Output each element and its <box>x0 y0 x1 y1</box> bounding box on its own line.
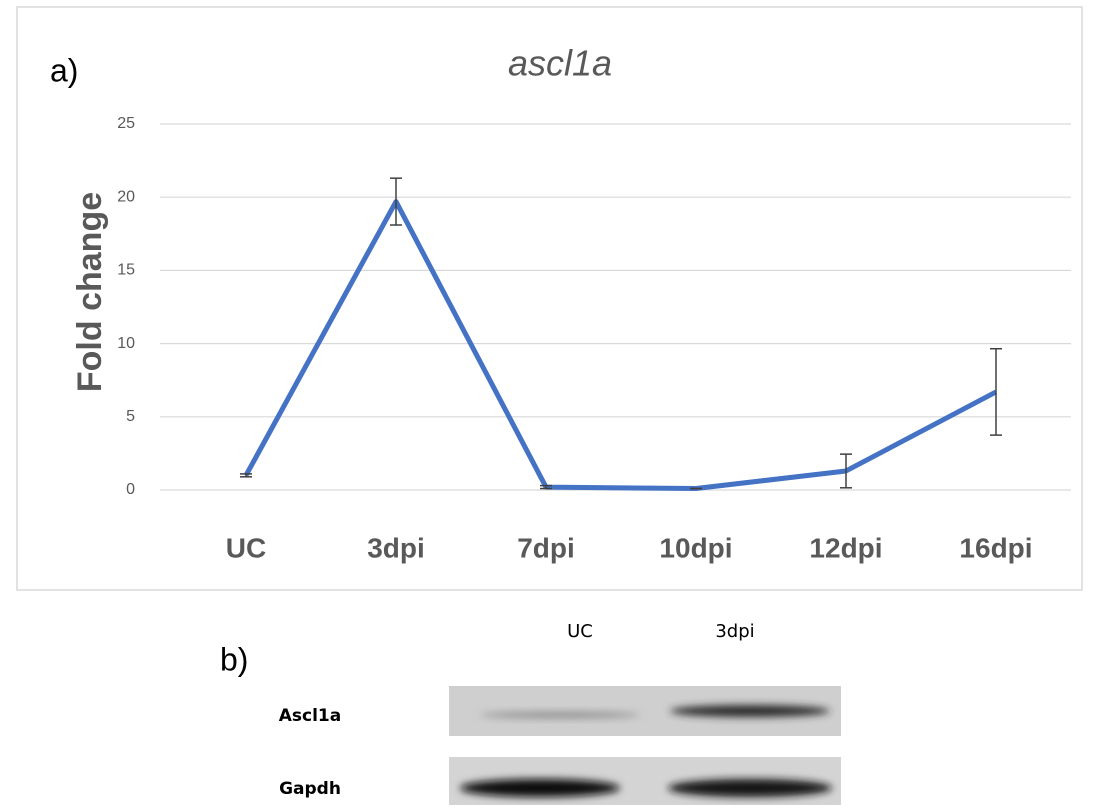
figure: a) ascl1a Fold change 0 5 10 15 20 25 UC 3dpi 7d… <box>0 0 1098 805</box>
y-tick-label: 25 <box>117 115 135 132</box>
x-tick-label: UC <box>226 532 266 563</box>
x-tick-label: 16dpi <box>959 532 1032 563</box>
chart-title: ascl1a <box>508 43 612 84</box>
lane-label: 3dpi <box>715 621 754 642</box>
lane-label: UC <box>567 621 593 642</box>
y-tick-label: 20 <box>117 188 135 205</box>
y-axis-label: Fold change <box>71 192 109 392</box>
row-label: Gapdh <box>279 779 341 799</box>
panel-label: a) <box>50 52 78 88</box>
x-tick-label: 12dpi <box>809 532 882 563</box>
y-tick-label: 10 <box>117 335 135 352</box>
y-tick-label: 15 <box>117 262 135 279</box>
x-tick-label: 10dpi <box>659 532 732 563</box>
y-tick-label: 5 <box>126 408 135 425</box>
y-tick-label: 0 <box>126 481 135 498</box>
blot-image <box>449 686 841 805</box>
x-tick-label: 7dpi <box>517 532 575 563</box>
x-tick-label: 3dpi <box>367 532 425 563</box>
panel-label: b) <box>220 641 248 677</box>
chart-frame <box>17 7 1082 590</box>
row-label: Ascl1a <box>279 706 341 726</box>
